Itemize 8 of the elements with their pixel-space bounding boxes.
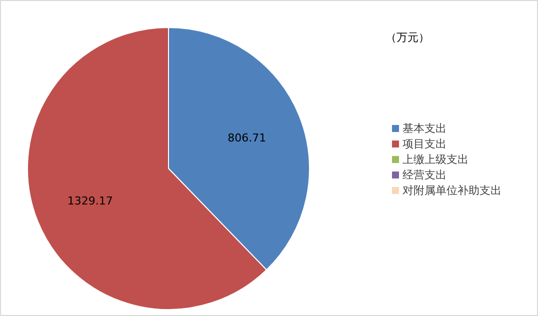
legend-label: 项目支出 — [402, 138, 446, 150]
text: （万元） — [386, 31, 430, 44]
data-label: 806.71 — [228, 131, 266, 144]
data-label: 1329.17 — [67, 194, 113, 208]
legend-label: 经营支出 — [402, 168, 446, 182]
legend-label: 基本支出 — [402, 122, 446, 135]
legend-label: 对附属单位补助支出 — [402, 184, 502, 197]
legend-label: 上缴上级支出 — [402, 153, 468, 166]
